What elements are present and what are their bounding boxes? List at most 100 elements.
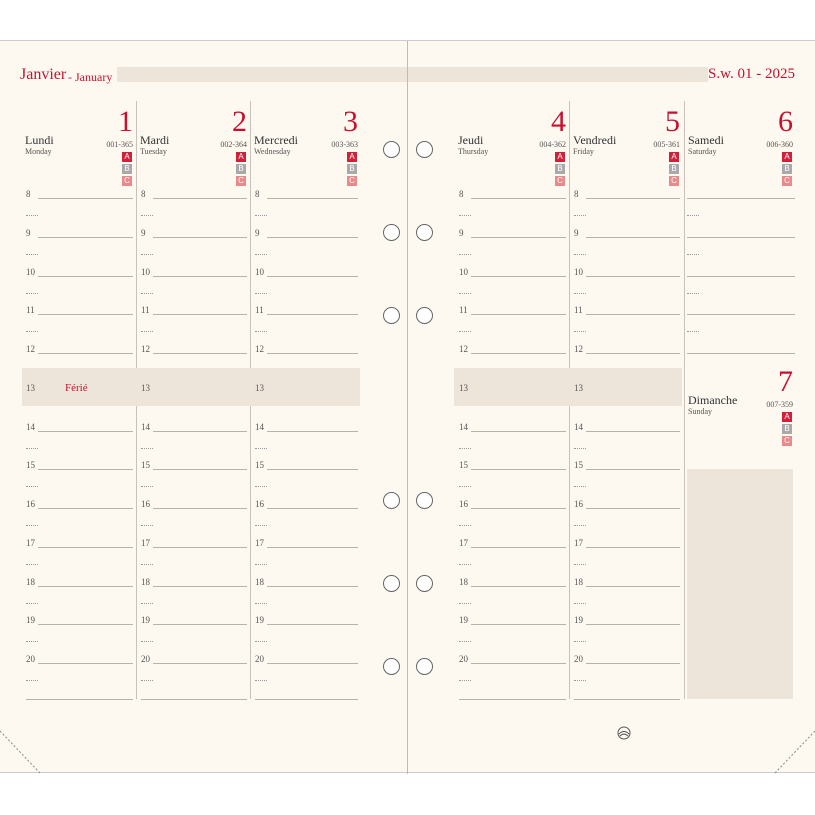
abc-box: A [782,412,792,422]
hour-label: 13 [141,382,150,393]
day-name-en: Saturday [688,147,717,156]
line [586,236,680,238]
hour-label: 18 [574,576,583,587]
day-number: 5 [665,105,680,138]
dots [459,525,471,526]
dots [26,525,38,526]
line [38,469,133,471]
punch-hole [383,658,400,675]
dots [26,253,38,255]
day-number: 4 [551,105,566,138]
line [267,314,358,316]
line [471,663,566,664]
dots [255,525,267,526]
line [471,353,566,354]
abc-box: A [347,152,357,162]
day-number: 7 [778,365,793,398]
line [267,353,358,354]
abc-box: C [122,176,132,186]
line [459,699,566,700]
abc-box: C [782,176,792,186]
abc-box: C [782,436,792,446]
line [586,546,680,548]
hour-label: 13 [574,382,583,393]
line [586,275,680,277]
hour-label: 17 [26,537,35,548]
hour-label: 10 [459,266,468,277]
week: S.w. 01 - 2025 [708,66,795,82]
line [267,430,358,432]
day-name-en: Wednesday [254,147,291,156]
hour-label: 19 [255,615,264,626]
day-number: 2 [232,105,247,138]
punch-hole [416,141,433,158]
dots [26,680,38,681]
day-code: 005-361 [653,140,680,149]
day-name-fr: Mercredi [254,133,298,147]
hour-label: 20 [255,654,264,664]
hour-label: 12 [255,344,264,354]
line [687,275,795,277]
dots [255,331,267,333]
dots [459,641,471,643]
hour-label: 10 [141,266,150,277]
punch-hole [383,575,400,592]
abc-box: C [347,176,357,186]
abc-box: A [555,152,565,162]
dots [459,215,471,216]
punch-hole [383,307,400,324]
abc-box: B [782,164,792,174]
day-code: 004-362 [539,140,566,149]
dots [459,563,471,565]
hour-label: 9 [255,227,260,238]
dots [459,486,471,488]
punch-hole [383,141,400,158]
hour-label: 20 [26,654,35,664]
line [586,198,680,199]
fold [407,41,408,774]
dots [574,292,586,294]
hour-label: 9 [141,227,146,238]
dots [574,253,586,255]
dots [574,215,586,216]
month-fr: Janvier [20,66,67,83]
line [267,469,358,471]
hour-label: 13 [26,382,35,393]
dots [255,602,267,604]
line [471,508,566,509]
hour-label: 9 [574,227,579,238]
hour-label: 11 [141,305,150,316]
line [153,585,247,587]
dots [141,292,153,294]
abc-box: A [782,152,792,162]
hour-label: 8 [255,189,260,199]
abc-box: A [236,152,246,162]
line [38,353,133,354]
hour-label: 15 [26,460,35,471]
dots [26,292,38,294]
dots [255,215,267,216]
hour-label: 20 [141,654,150,664]
line [471,624,566,626]
hour-label: 14 [574,421,583,432]
hour-label: 17 [459,537,468,548]
line [687,353,795,354]
day-number: 1 [118,105,133,138]
hour-label: 10 [574,266,583,277]
line [687,314,795,316]
dots [687,292,699,294]
hour-label: 14 [141,421,150,432]
abc-box: B [122,164,132,174]
line [38,546,133,548]
abc-box: B [782,424,792,434]
day-name-en: Sunday [688,407,712,416]
hour-label: 12 [141,344,150,354]
abc-box: C [555,176,565,186]
line [267,198,358,199]
day-name-fr: Samedi [688,133,724,147]
hour-label: 15 [574,460,583,471]
day-name-fr: Lundi [25,133,54,147]
abc-box: B [555,164,565,174]
line [153,314,247,316]
line [471,546,566,548]
